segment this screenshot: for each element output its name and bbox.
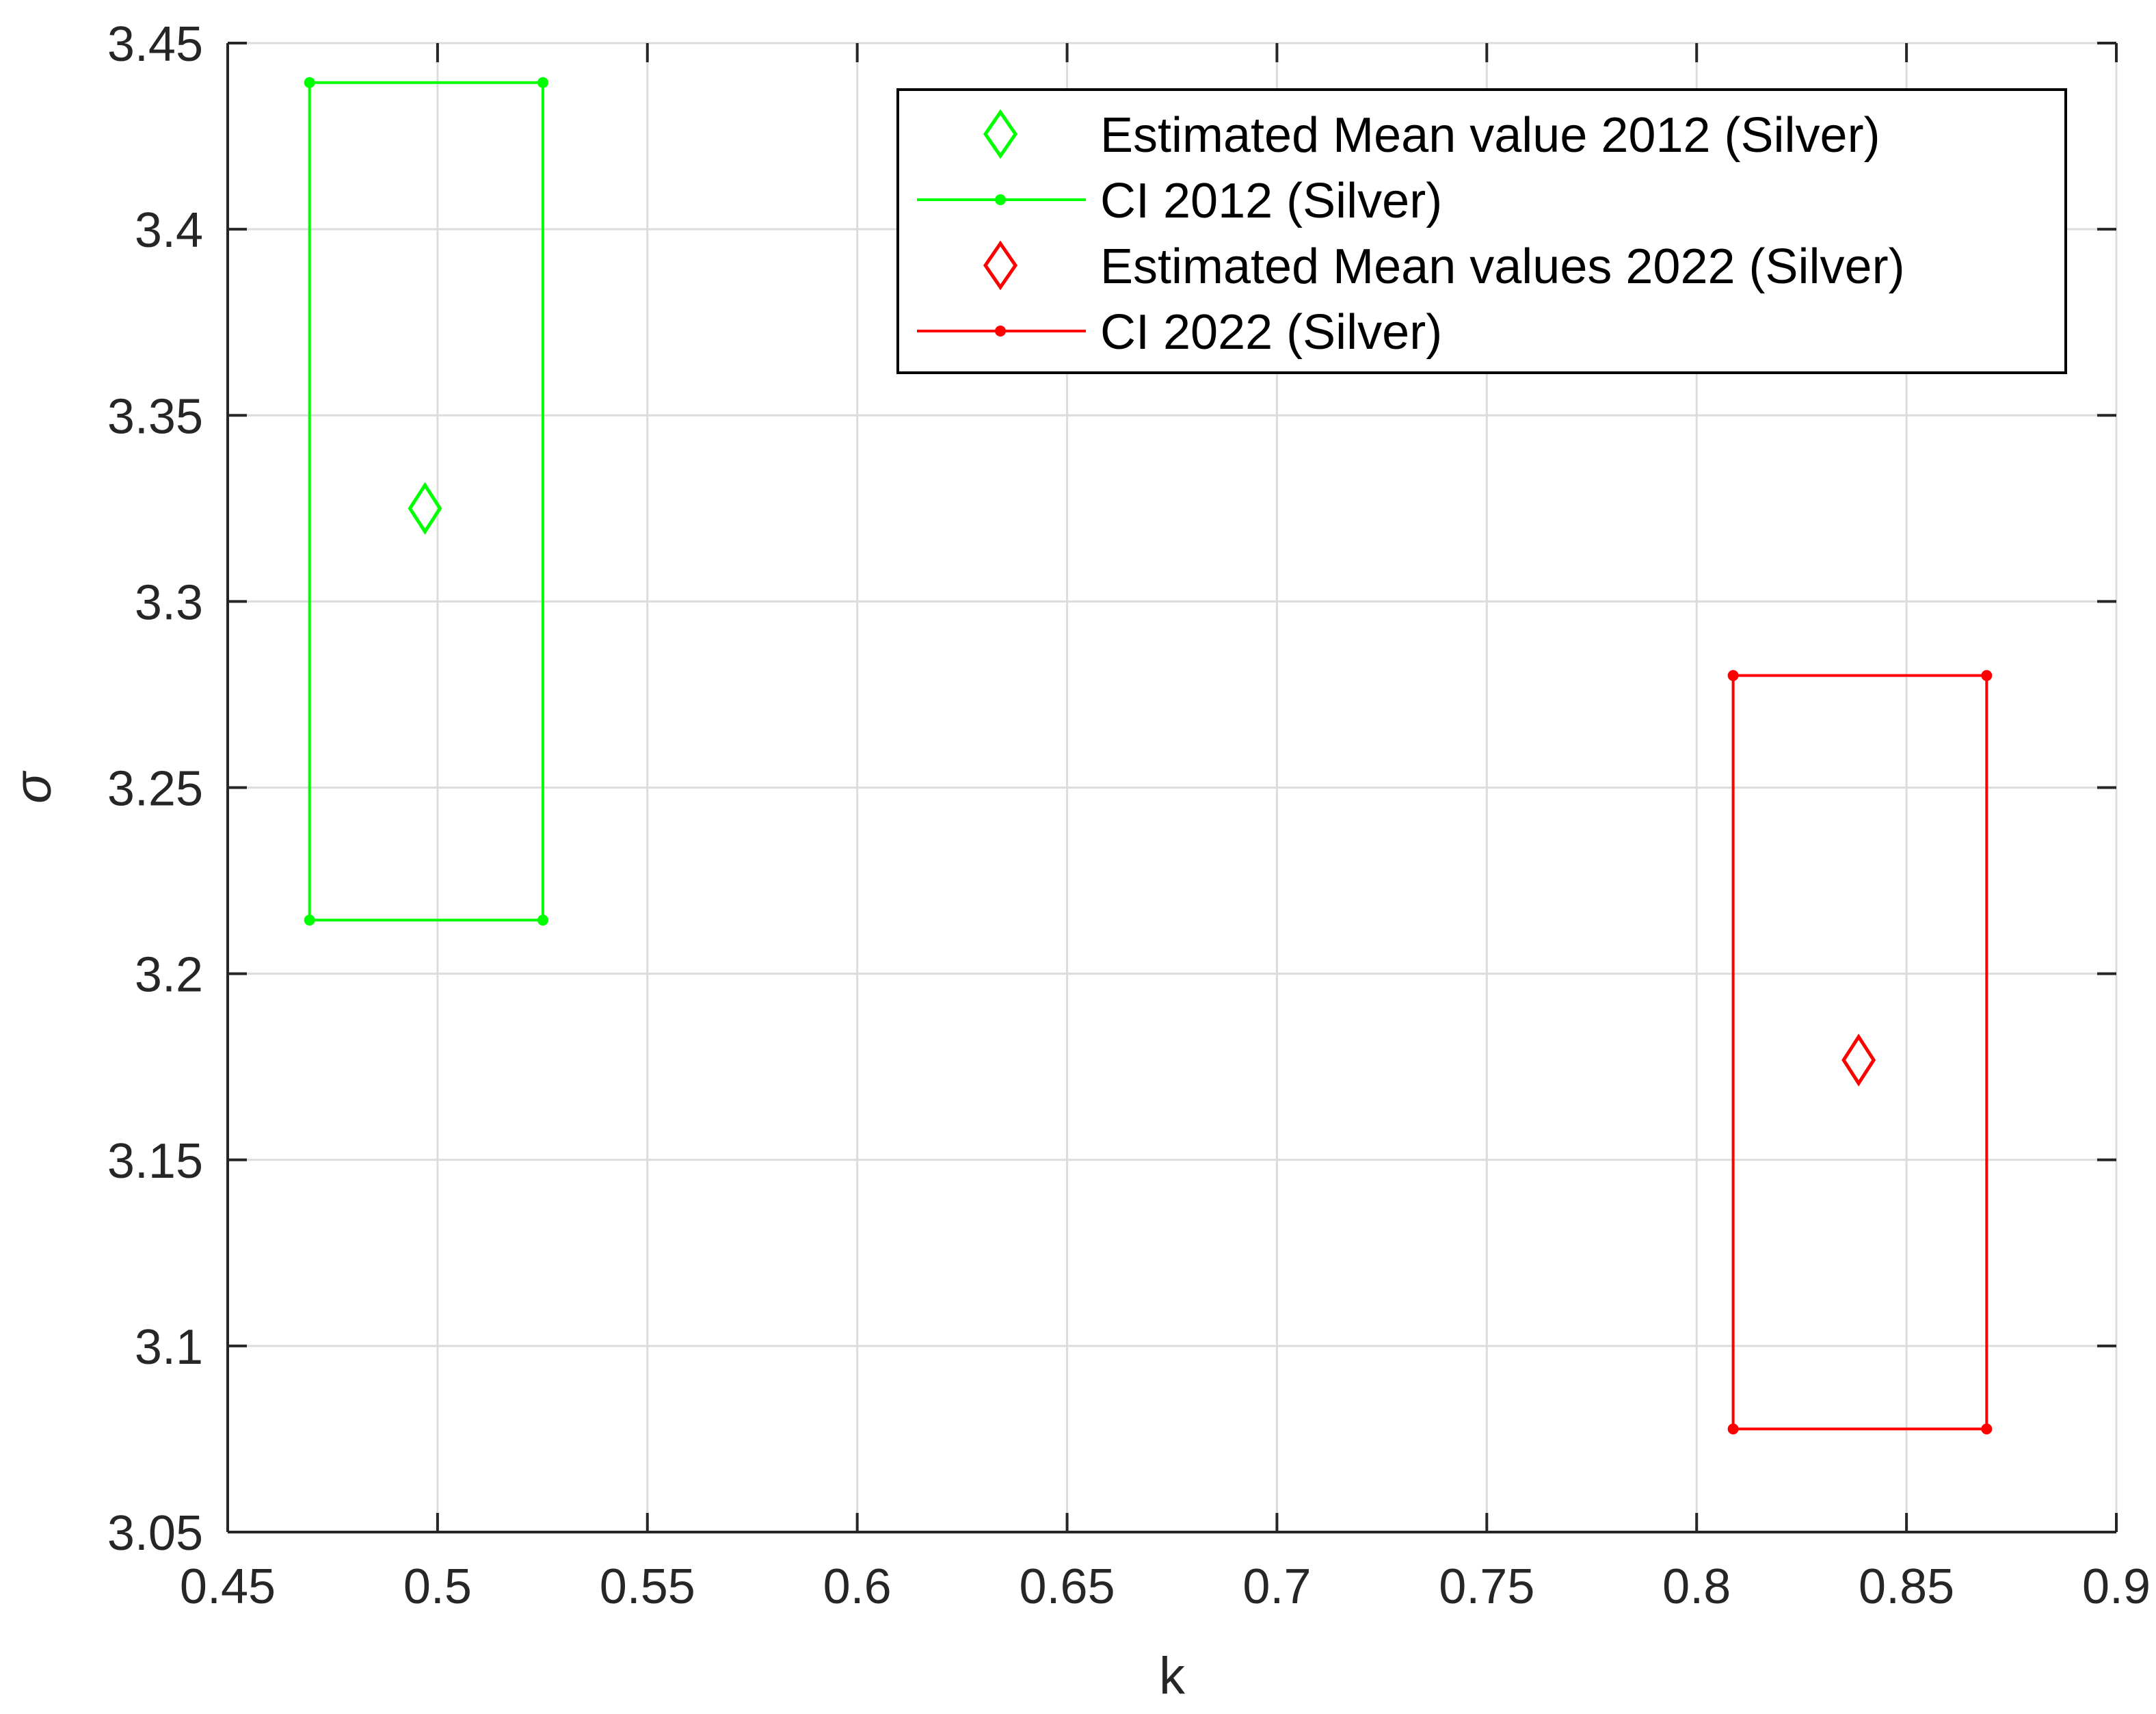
y-tick-label: 3.05: [107, 1506, 203, 1561]
legend-entry-label: Estimated Mean values 2022 (Silver): [1100, 239, 1905, 294]
x-tick-label: 0.85: [1859, 1559, 1954, 1614]
legend-entry-label: CI 2022 (Silver): [1100, 305, 1442, 360]
ci-corner-point: [537, 914, 548, 926]
x-tick-label: 0.45: [180, 1559, 276, 1614]
y-tick-label: 3.25: [107, 762, 203, 817]
legend-point-sample: [995, 194, 1006, 205]
mean-marker-0: [408, 482, 442, 535]
legend-entry-label: CI 2012 (Silver): [1100, 174, 1442, 228]
x-tick-label: 0.6: [823, 1559, 892, 1614]
x-tick-label: 0.8: [1662, 1559, 1731, 1614]
x-tick-label: 0.65: [1019, 1559, 1115, 1614]
legend-diamond-sample: [983, 109, 1018, 159]
y-tick-label: 3.45: [107, 17, 203, 72]
legend-entry-label: Estimated Mean value 2012 (Silver): [1100, 108, 1880, 163]
y-tick-label: 3.2: [135, 948, 203, 1003]
x-tick-label: 0.7: [1242, 1559, 1311, 1614]
y-tick-label: 3.3: [135, 575, 203, 630]
y-axis-label: σ: [4, 770, 62, 804]
ci-corner-point: [1727, 1423, 1739, 1435]
x-tick-label: 0.9: [2082, 1559, 2151, 1614]
y-tick-label: 3.15: [107, 1134, 203, 1189]
ci-corner-point: [537, 77, 548, 88]
ci-corner-point: [1727, 670, 1739, 681]
x-tick-label: 0.5: [403, 1559, 472, 1614]
ticks: 0.45 0.5 0.55 0.6 0.65 0.7 0.75 0.8 0.85 0.9 3.05 3…: [107, 17, 2151, 1614]
y-tick-label: 3.4: [135, 203, 203, 258]
x-tick-label: 0.55: [600, 1559, 695, 1614]
ci-corner-point: [304, 77, 315, 88]
mean-marker-2: [1841, 1033, 1876, 1087]
legend-point-sample: [995, 326, 1006, 337]
ci-corner-point: [1981, 1423, 1993, 1435]
x-tick-label: 0.75: [1439, 1559, 1534, 1614]
y-tick-label: 3.1: [135, 1320, 203, 1375]
legend: Estimated Mean value 2012 (Silver) CI 201…: [896, 88, 2067, 374]
ci-corner-point: [1981, 670, 1993, 681]
series-layer: [304, 77, 1993, 1435]
ci-corner-point: [304, 914, 315, 926]
y-tick-label: 3.35: [107, 389, 203, 444]
x-axis-label: k: [1159, 1647, 1186, 1705]
legend-diamond-sample: [983, 240, 1018, 291]
legend-box: [896, 88, 2067, 374]
